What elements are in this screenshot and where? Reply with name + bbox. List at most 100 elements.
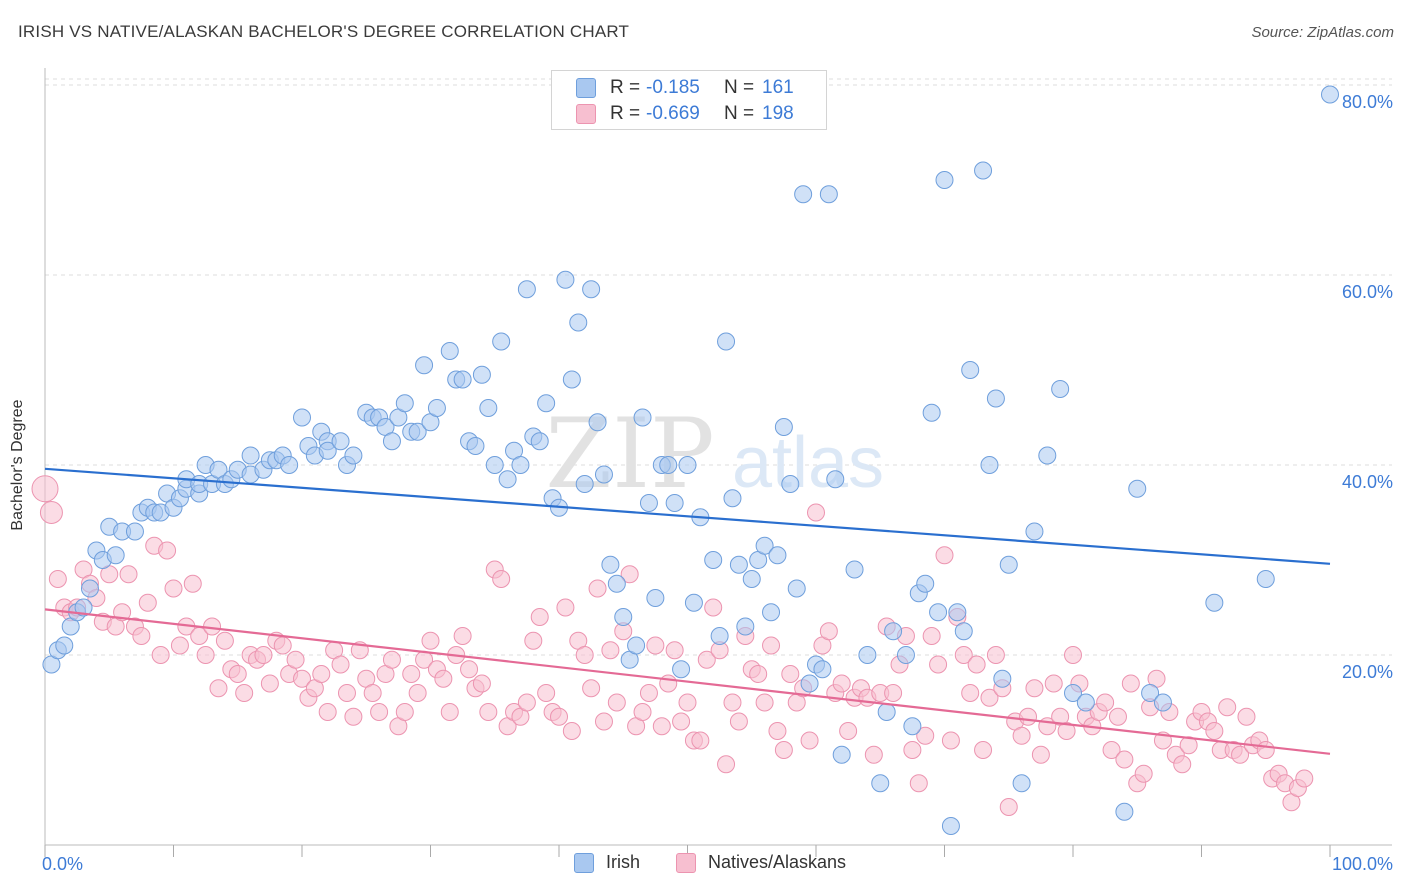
grid-lines xyxy=(45,78,1392,656)
irish-point xyxy=(517,280,536,299)
native-point xyxy=(1025,679,1044,698)
irish-point xyxy=(755,536,774,555)
native-point xyxy=(1115,750,1134,769)
native-point xyxy=(158,541,177,560)
irish-point xyxy=(999,555,1018,574)
axes xyxy=(44,68,1392,857)
irish-point xyxy=(736,617,755,636)
native-point xyxy=(974,741,993,759)
native-point xyxy=(370,703,389,721)
bottom-legend-irish[interactable]: Irish xyxy=(574,852,640,873)
native-point xyxy=(774,741,793,759)
irish-point xyxy=(125,522,144,541)
native-point xyxy=(138,593,157,612)
y-tick-labels: 20.0% 40.0% 60.0% 80.0% xyxy=(1342,92,1393,682)
native-point xyxy=(839,722,858,740)
native-point xyxy=(254,646,273,664)
irish-point xyxy=(941,817,960,835)
irish-point xyxy=(781,475,800,493)
native-point xyxy=(575,646,594,664)
native-point xyxy=(755,693,774,712)
irish-point xyxy=(575,475,594,493)
legend-label-irish: Irish xyxy=(606,852,641,872)
native-point xyxy=(672,712,691,731)
irish-point xyxy=(774,418,793,436)
native-point xyxy=(293,669,311,688)
irish-point xyxy=(530,432,549,451)
native-point xyxy=(209,679,228,698)
native-point xyxy=(697,650,716,669)
native-point xyxy=(556,598,575,617)
irish-point xyxy=(472,365,491,384)
native-point xyxy=(408,684,427,702)
irish-point xyxy=(395,394,414,413)
native-point xyxy=(434,669,453,688)
irish-point xyxy=(819,185,838,204)
native-point xyxy=(132,627,151,645)
irish-point xyxy=(408,422,427,441)
irish-point xyxy=(762,603,781,622)
native-point xyxy=(183,574,202,593)
irish-point xyxy=(961,361,980,379)
native-point xyxy=(646,636,665,655)
irish-point xyxy=(1064,684,1082,702)
native-point xyxy=(1031,745,1050,764)
native-point xyxy=(1057,722,1076,740)
native-point xyxy=(864,745,883,764)
native-point xyxy=(729,712,748,731)
native-point xyxy=(1173,755,1192,774)
legend-n-value: 198 xyxy=(762,103,794,124)
native-point xyxy=(1179,736,1198,755)
irish-point xyxy=(646,589,665,607)
native-point xyxy=(1218,698,1237,717)
native-point xyxy=(929,655,948,674)
irish-point xyxy=(331,432,350,451)
bottom-legend-native[interactable]: Natives/Alaskans xyxy=(676,852,846,873)
irish-point xyxy=(922,403,941,422)
native-point xyxy=(781,665,800,683)
bottom-legend: Irish Natives/Alaskans xyxy=(0,852,1406,878)
native-point xyxy=(1237,707,1256,726)
irish-point xyxy=(684,593,703,612)
native-point xyxy=(807,503,825,522)
irish-point xyxy=(916,574,935,593)
native-point xyxy=(678,693,697,712)
irish-point xyxy=(241,446,260,465)
irish-point xyxy=(74,598,93,617)
native-point xyxy=(48,570,67,588)
native-point xyxy=(1205,722,1224,740)
irish-point xyxy=(562,370,581,389)
native-point xyxy=(402,665,421,683)
irish-point xyxy=(382,432,401,451)
native-point xyxy=(723,693,742,712)
irish-point xyxy=(717,332,736,351)
native-point xyxy=(331,655,350,674)
x-tick-labels: 0.0% 100.0% xyxy=(42,854,1393,874)
native-points xyxy=(31,475,1314,816)
irish-point xyxy=(453,370,472,389)
legend-n-label: N = xyxy=(724,103,755,124)
irish-point xyxy=(582,280,601,299)
irish-point xyxy=(877,703,896,721)
native-point xyxy=(395,703,414,721)
native-point xyxy=(537,684,556,702)
irish-point xyxy=(1076,693,1095,712)
native-point xyxy=(903,741,922,759)
native-point xyxy=(665,641,684,660)
irish-point xyxy=(871,774,890,793)
y-axis-label: Bachelor's Degree xyxy=(9,399,26,531)
irish-point xyxy=(498,470,517,489)
legend-n-label: N = xyxy=(724,77,755,98)
native-point xyxy=(1012,726,1031,745)
y-tick-label: 40.0% xyxy=(1342,472,1393,492)
native-point xyxy=(922,627,941,645)
native-point xyxy=(800,731,819,750)
irish-point xyxy=(884,622,903,641)
irish-point xyxy=(344,446,363,465)
irish-point xyxy=(639,494,658,512)
legend-swatch-irish xyxy=(574,852,594,873)
irish-point xyxy=(993,669,1012,688)
irish-point xyxy=(954,622,973,641)
irish-point xyxy=(479,399,498,417)
native-point xyxy=(1019,707,1038,726)
